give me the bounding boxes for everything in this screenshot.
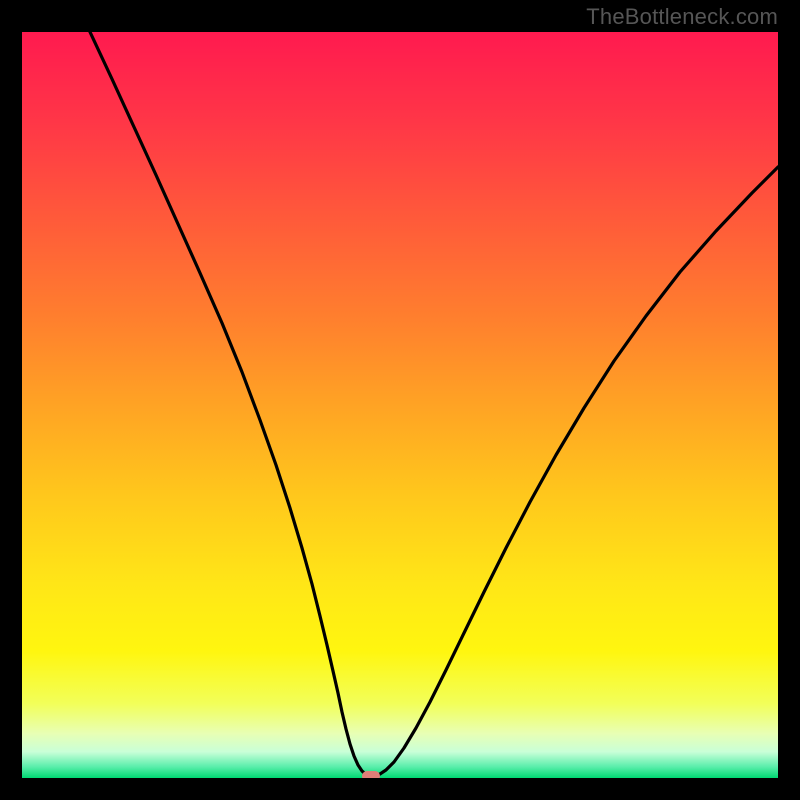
minimum-marker [362,771,380,778]
plot-area [22,32,778,778]
watermark-text: TheBottleneck.com [586,4,778,30]
chart-container: TheBottleneck.com [0,0,800,800]
gradient-background [22,32,778,778]
plot-svg [22,32,778,778]
